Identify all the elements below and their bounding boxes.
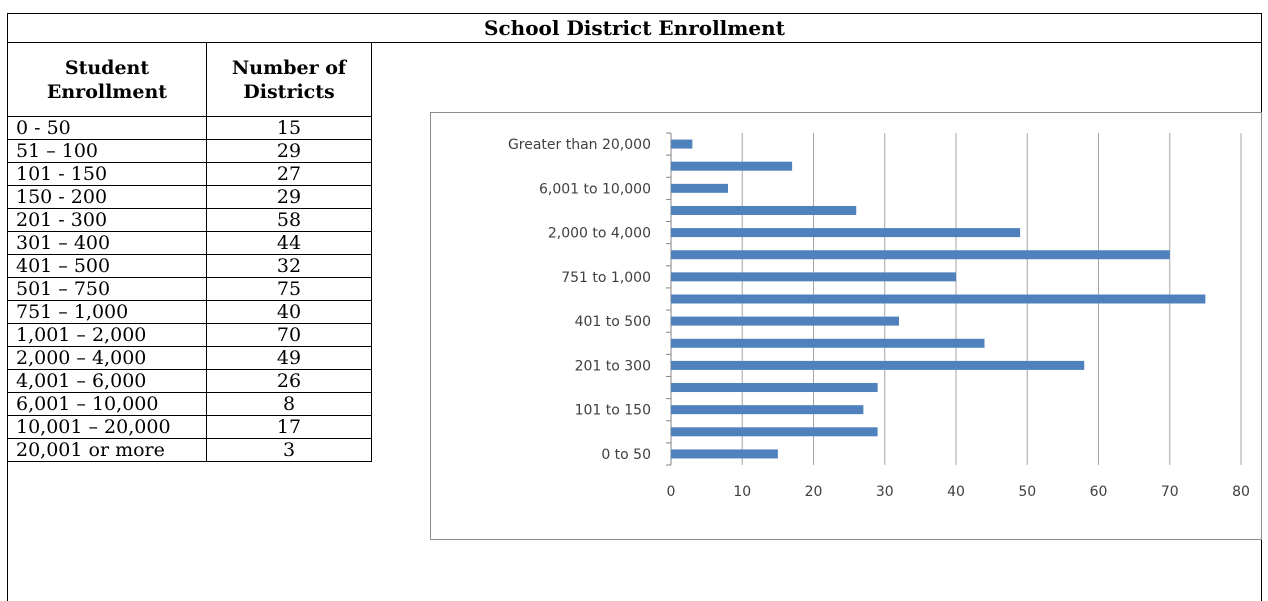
bar xyxy=(671,139,693,149)
district-count-cell: 15 xyxy=(206,116,372,140)
category-label: 6,001 to 10,000 xyxy=(539,181,651,197)
enrollment-range-cell: 51 – 100 xyxy=(7,139,207,163)
district-count-cell: 17 xyxy=(206,415,372,439)
table-header-row: Student Enrollment Number of Districts xyxy=(7,42,372,117)
x-tick-label: 30 xyxy=(876,484,894,500)
bar xyxy=(671,161,793,171)
category-label: 0 to 50 xyxy=(601,447,651,463)
table-row: 10,001 – 20,000 17 xyxy=(7,415,372,439)
district-count-cell: 58 xyxy=(206,208,372,232)
district-count-cell: 40 xyxy=(206,300,372,324)
category-label: 2,000 to 4,000 xyxy=(548,226,651,242)
header-line: Student xyxy=(64,56,150,79)
x-tick-label: 80 xyxy=(1232,484,1250,500)
table-row: 150 - 200 29 xyxy=(7,185,372,209)
bar xyxy=(671,228,1021,238)
bar xyxy=(671,183,728,193)
enrollment-range-cell: 150 - 200 xyxy=(7,185,207,209)
x-tick-label: 50 xyxy=(1018,484,1036,500)
district-count-cell: 70 xyxy=(206,323,372,347)
bar xyxy=(671,427,878,437)
x-tick-label: 70 xyxy=(1161,484,1179,500)
bar xyxy=(671,250,1170,260)
enrollment-table: Student Enrollment Number of Districts 0… xyxy=(7,42,372,462)
bar xyxy=(671,272,956,282)
enrollment-range-cell: 101 - 150 xyxy=(7,162,207,186)
enrollment-range-cell: 1,001 – 2,000 xyxy=(7,323,207,347)
bar xyxy=(671,205,857,215)
bar xyxy=(671,405,864,415)
table-row: 20,001 or more 3 xyxy=(7,438,372,462)
bar xyxy=(671,294,1206,304)
district-count-cell: 3 xyxy=(206,438,372,462)
table-row: 2,000 – 4,000 49 xyxy=(7,346,372,370)
bar xyxy=(671,316,899,326)
table-row: 1,001 – 2,000 70 xyxy=(7,323,372,347)
category-label: Greater than 20,000 xyxy=(508,137,651,153)
x-tick-label: 10 xyxy=(733,484,751,500)
x-tick-label: 0 xyxy=(667,484,676,500)
district-count-cell: 29 xyxy=(206,139,372,163)
x-tick-label: 60 xyxy=(1090,484,1108,500)
table-row: 4,001 – 6,000 26 xyxy=(7,369,372,393)
district-count-cell: 27 xyxy=(206,162,372,186)
enrollment-range-cell: 201 - 300 xyxy=(7,208,207,232)
district-count-cell: 44 xyxy=(206,231,372,255)
table-row: 101 - 150 27 xyxy=(7,162,372,186)
enrollment-range-cell: 0 - 50 xyxy=(7,116,207,140)
district-count-cell: 32 xyxy=(206,254,372,278)
chart-area: 0 to 50 101 to 150 201 to 300 401 to 500 751… xyxy=(430,112,1262,540)
enrollment-range-cell: 401 – 500 xyxy=(7,254,207,278)
district-count-cell: 8 xyxy=(206,392,372,416)
header-number-of-districts: Number of Districts xyxy=(206,42,372,117)
district-count-cell: 49 xyxy=(206,346,372,370)
enrollment-range-cell: 301 – 400 xyxy=(7,231,207,255)
category-label: 751 to 1,000 xyxy=(561,270,651,286)
page-title: School District Enrollment xyxy=(7,13,1262,43)
bar-chart: 0 to 50 101 to 150 201 to 300 401 to 500 751… xyxy=(508,132,1250,500)
district-count-cell: 75 xyxy=(206,277,372,301)
enrollment-range-cell: 6,001 – 10,000 xyxy=(7,392,207,416)
table-row: 501 – 750 75 xyxy=(7,277,372,301)
category-label: 201 to 300 xyxy=(575,358,651,374)
table-row: 0 - 50 15 xyxy=(7,116,372,140)
bar xyxy=(671,383,878,393)
header-line: Districts xyxy=(243,80,335,103)
bar xyxy=(671,449,778,459)
district-count-cell: 29 xyxy=(206,185,372,209)
table-body: 0 - 50 15 51 – 100 29 101 - 150 27 150 - 200 29… xyxy=(7,116,372,462)
enrollment-range-cell: 10,001 – 20,000 xyxy=(7,415,207,439)
table-row: 401 – 500 32 xyxy=(7,254,372,278)
enrollment-range-cell: 751 – 1,000 xyxy=(7,300,207,324)
header-line: Number of xyxy=(231,56,347,79)
bar xyxy=(671,360,1085,370)
bar xyxy=(671,338,985,348)
table-row: 301 – 400 44 xyxy=(7,231,372,255)
table-row: 6,001 – 10,000 8 xyxy=(7,392,372,416)
x-tick-label: 20 xyxy=(805,484,823,500)
table-row: 201 - 300 58 xyxy=(7,208,372,232)
enrollment-range-cell: 20,001 or more xyxy=(7,438,207,462)
table-row: 751 – 1,000 40 xyxy=(7,300,372,324)
table-row: 51 – 100 29 xyxy=(7,139,372,163)
header-student-enrollment: Student Enrollment xyxy=(7,42,207,117)
header-line: Enrollment xyxy=(46,80,168,103)
category-label: 401 to 500 xyxy=(575,314,651,330)
enrollment-range-cell: 501 – 750 xyxy=(7,277,207,301)
x-tick-label: 40 xyxy=(947,484,965,500)
category-label: 101 to 150 xyxy=(575,403,651,419)
district-count-cell: 26 xyxy=(206,369,372,393)
enrollment-range-cell: 2,000 – 4,000 xyxy=(7,346,207,370)
enrollment-range-cell: 4,001 – 6,000 xyxy=(7,369,207,393)
